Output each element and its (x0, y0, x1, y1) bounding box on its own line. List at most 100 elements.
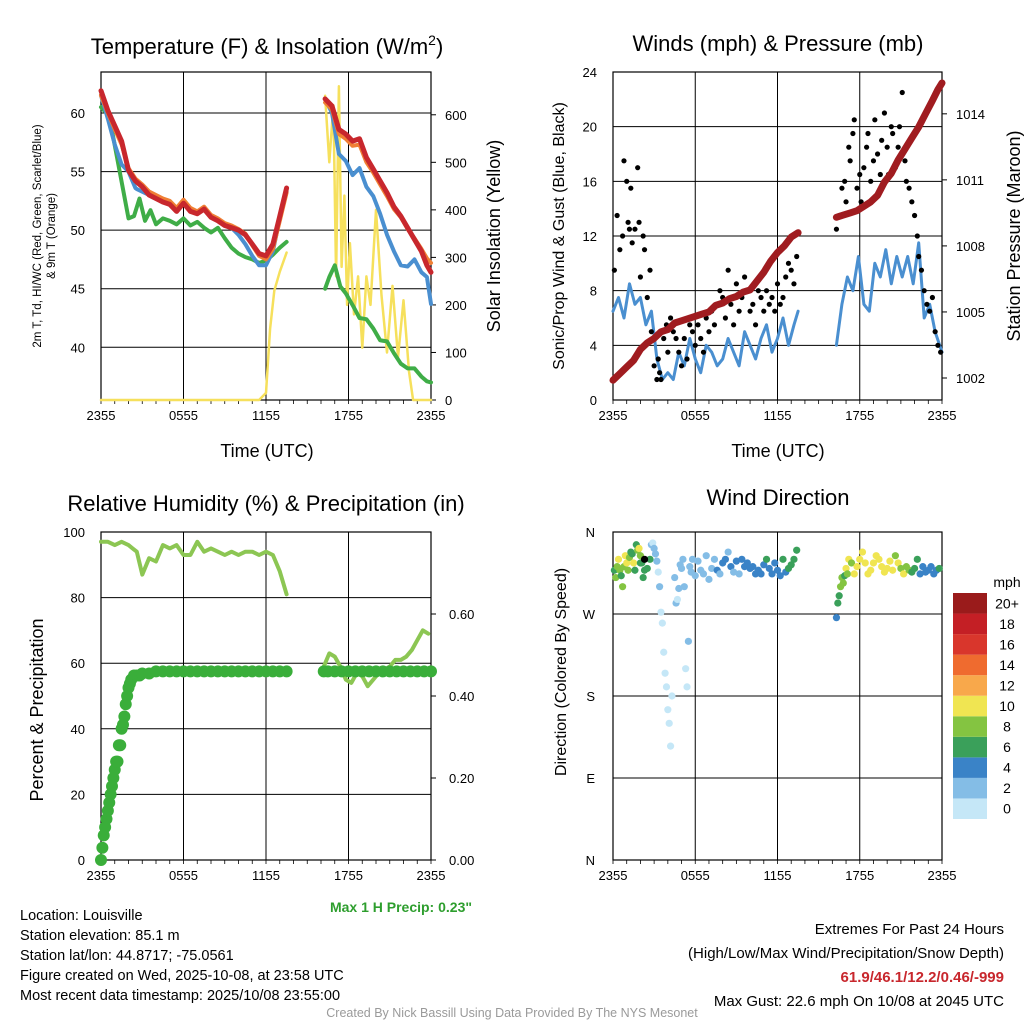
winds-panel: 0 4 8 12 16 20 24 2355 0555 1155 1755 2355 1002 1005 1… (551, 31, 1024, 461)
recent-timestamp: Most recent data timestamp: 2025/10/08 2… (20, 988, 341, 1004)
gust-point (632, 226, 638, 232)
y2-axis-label: Solar Insolation (Yellow) (484, 140, 504, 332)
y-tick-label: 55 (71, 165, 85, 180)
gust-point (648, 329, 654, 335)
x-tick-label: 2355 (599, 868, 628, 883)
colorbar-swatch (953, 695, 987, 717)
wind-direction-point (691, 572, 699, 580)
wind-direction-point (683, 683, 691, 691)
wind-direction-point (727, 563, 735, 571)
gust-point (785, 260, 792, 266)
y2-tick-label: 1002 (956, 371, 985, 386)
title-close: ) (436, 34, 443, 59)
colorbar-label: 6 (1003, 739, 1011, 755)
wind-direction-point (779, 555, 787, 563)
wind-direction-point (927, 563, 935, 571)
gust-point (747, 308, 753, 314)
x-tick-label: 1155 (252, 408, 280, 423)
wind-direction-point (653, 557, 661, 565)
wind-direction-point (639, 573, 647, 582)
colorbar-label: 4 (1003, 760, 1011, 776)
wind-direction-point (614, 555, 623, 563)
wind-direction-point (883, 564, 891, 573)
x-tick-label: 1755 (334, 408, 363, 423)
y-tick-label: 16 (583, 174, 597, 189)
wind-direction-point (832, 614, 841, 622)
x-tick-label: 2355 (87, 408, 116, 423)
gust-point (780, 294, 786, 301)
wind-direction-point (935, 564, 943, 573)
wind-direction-point (699, 570, 708, 578)
y-tick-label: 60 (71, 106, 85, 121)
chart-title: Wind Direction (706, 485, 849, 510)
wind-direction-point (651, 550, 660, 558)
x-tick-label: 2355 (928, 408, 957, 423)
gust-point (722, 315, 729, 321)
gust-point (899, 89, 905, 96)
credit-line: Created By Nick Bassill Using Data Provi… (326, 1006, 698, 1020)
station-elevation: Station elevation: 85.1 m (20, 928, 180, 944)
wind-direction-point (762, 555, 771, 563)
gust-point (626, 226, 633, 232)
gust-point (678, 363, 685, 369)
x-axis-label: Time (UTC) (220, 441, 313, 461)
wind-direction-point (679, 555, 687, 563)
wind-direction-point (649, 539, 657, 547)
wind-direction-point (856, 555, 864, 563)
x-tick-label: 2355 (417, 868, 446, 883)
y-tick-label: 60 (71, 656, 85, 671)
y2-tick-label: 600 (445, 108, 467, 123)
wind-direction-point (665, 719, 673, 727)
gust-point (673, 335, 679, 342)
gust-point (881, 110, 888, 116)
colorbar-label: 10 (999, 698, 1015, 714)
wind-direction-point (682, 665, 690, 673)
wind-direction-point (839, 579, 847, 587)
series-line-station-pressure (609, 79, 946, 384)
gust-point (692, 342, 698, 348)
wind-direction-point (773, 566, 782, 574)
gust-point (777, 301, 783, 307)
wind-direction-point (650, 544, 658, 553)
x-tick-label: 1755 (845, 868, 874, 883)
x-tick-label: 1155 (764, 868, 792, 883)
wind-direction-point (867, 566, 875, 574)
gust-point (774, 281, 781, 287)
gust-point (728, 301, 734, 307)
gust-point (872, 117, 878, 123)
gust-point (665, 349, 671, 355)
y2-tick-label: 300 (445, 250, 467, 265)
gust-point (676, 349, 682, 355)
wind-direction-point (858, 548, 867, 556)
wind-direction-point (666, 742, 675, 750)
chart-title: Temperature (F) & Insolation (W/m2) (91, 32, 444, 59)
gust-point (769, 294, 775, 301)
x-tick-label: 1155 (252, 868, 280, 883)
wind-direction-point (878, 563, 886, 571)
title-superscript: 2 (428, 32, 436, 48)
gust-point (635, 165, 641, 171)
colorbar-swatch (953, 798, 987, 819)
wind-direction-point (618, 583, 627, 591)
gust-point (636, 219, 642, 225)
gust-point (687, 322, 693, 328)
wind-direction-point (646, 555, 654, 563)
gust-point (918, 267, 925, 273)
gust-point (861, 165, 867, 171)
series-line-solar-insolation (99, 85, 433, 402)
y2-tick-label: 0.40 (449, 689, 474, 704)
wind-direction-point (760, 561, 768, 569)
wind-direction-point (861, 559, 869, 567)
colorbar-label: 8 (1003, 719, 1011, 735)
extremes-panel: Extremes For Past 24 Hours (High/Low/Max… (688, 918, 1004, 1014)
gust-point (921, 288, 927, 294)
extremes-values: 61.9/46.1/12.2/0.46/-999 (840, 969, 1004, 986)
gust-point (851, 117, 857, 123)
y-tick-label: 8 (590, 284, 597, 299)
wind-direction-point (708, 564, 716, 573)
gust-point (736, 308, 742, 314)
gust-point (906, 185, 912, 191)
wind-direction-point (850, 570, 858, 578)
wind-direction-point (875, 555, 883, 563)
